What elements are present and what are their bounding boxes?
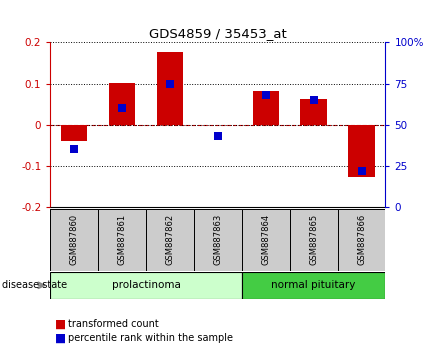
Text: prolactinoma: prolactinoma — [112, 280, 180, 290]
Bar — [146, 209, 194, 271]
Bar — [348, 125, 374, 177]
Text: ■: ■ — [55, 332, 66, 344]
Text: normal pituitary: normal pituitary — [272, 280, 356, 290]
Bar — [61, 125, 88, 141]
Text: GSM887865: GSM887865 — [309, 214, 318, 265]
Point — [166, 81, 173, 86]
Bar — [50, 272, 242, 299]
Point — [214, 133, 221, 139]
Bar — [194, 209, 242, 271]
Bar — [242, 272, 385, 299]
Text: ■: ■ — [55, 318, 66, 330]
Bar — [98, 209, 146, 271]
Text: GSM887861: GSM887861 — [118, 214, 127, 265]
Bar — [300, 99, 327, 125]
Text: percentile rank within the sample: percentile rank within the sample — [68, 333, 233, 343]
Bar — [242, 209, 290, 271]
Title: GDS4859 / 35453_at: GDS4859 / 35453_at — [149, 27, 287, 40]
Point — [262, 92, 269, 98]
Bar — [50, 209, 98, 271]
Bar — [157, 52, 183, 125]
Text: transformed count: transformed count — [68, 319, 159, 329]
Point — [358, 168, 365, 174]
Bar — [253, 91, 279, 125]
Text: GSM887866: GSM887866 — [357, 214, 366, 265]
Text: disease state: disease state — [2, 280, 67, 290]
Point — [71, 147, 78, 152]
Text: GSM887860: GSM887860 — [70, 214, 79, 265]
Text: GSM887863: GSM887863 — [213, 214, 223, 265]
Bar — [338, 209, 385, 271]
Bar — [290, 209, 338, 271]
Point — [119, 105, 126, 111]
Point — [310, 97, 317, 103]
Text: GSM887864: GSM887864 — [261, 214, 270, 265]
Text: GSM887862: GSM887862 — [166, 214, 174, 265]
Bar — [109, 83, 135, 125]
